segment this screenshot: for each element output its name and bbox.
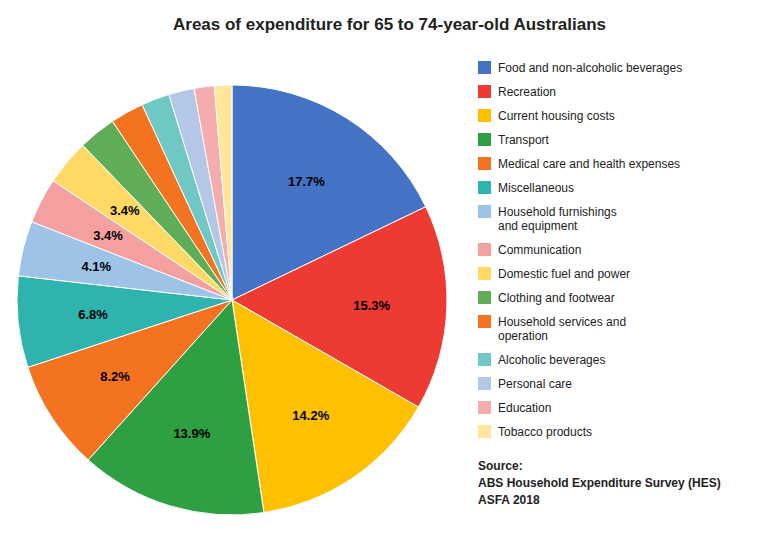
legend-label: Household furnishingsand equipment bbox=[498, 205, 617, 233]
legend-swatch bbox=[478, 157, 491, 170]
data-label: 6.8% bbox=[78, 307, 108, 322]
legend-swatch bbox=[478, 109, 491, 122]
legend-label: Domestic fuel and power bbox=[498, 267, 630, 281]
legend-swatch bbox=[478, 61, 491, 74]
legend-swatch bbox=[478, 401, 491, 414]
legend-label: Transport bbox=[498, 133, 550, 147]
legend-swatch bbox=[478, 377, 491, 390]
data-label: 15.3% bbox=[353, 298, 390, 313]
legend: Food and non-alcoholic beverages Recreati… bbox=[478, 61, 682, 439]
legend-swatch bbox=[478, 85, 491, 98]
legend-swatch bbox=[478, 181, 491, 194]
data-labels: 17.7% 15.3% 14.2% 13.9% 8.2% 6.8% 4.1% 3.4% 3.4% bbox=[78, 174, 390, 441]
pie-slice bbox=[232, 300, 418, 513]
legend-swatch bbox=[478, 425, 491, 438]
data-label: 4.1% bbox=[82, 259, 112, 274]
legend-swatch bbox=[478, 267, 491, 280]
legend-label: Clothing and footwear bbox=[498, 291, 615, 305]
chart-container: Areas of expenditure for 65 to 74-year-o… bbox=[0, 0, 779, 558]
pie-slices bbox=[17, 85, 447, 515]
legend-label: Medical care and health expenses bbox=[498, 157, 680, 171]
legend-swatch bbox=[478, 315, 491, 328]
legend-label: Tobacco products bbox=[498, 425, 592, 439]
data-label: 3.4% bbox=[110, 203, 140, 218]
legend-label: Miscellaneous bbox=[498, 181, 574, 195]
legend-label: Food and non-alcoholic beverages bbox=[498, 61, 682, 75]
legend-label: Alcoholic beverages bbox=[498, 353, 605, 367]
chart-title: Areas of expenditure for 65 to 74-year-o… bbox=[173, 15, 606, 34]
legend-swatch bbox=[478, 291, 491, 304]
legend-swatch bbox=[478, 353, 491, 366]
pie-slice bbox=[194, 86, 232, 300]
data-label: 13.9% bbox=[173, 426, 210, 441]
source-note: Source:ABS Household Expenditure Survey … bbox=[478, 459, 721, 507]
legend-swatch bbox=[478, 133, 491, 146]
legend-swatch bbox=[478, 243, 491, 256]
chart-svg: Areas of expenditure for 65 to 74-year-o… bbox=[0, 0, 779, 558]
legend-label: Recreation bbox=[498, 85, 556, 99]
legend-label: Communication bbox=[498, 243, 581, 257]
pie-slice bbox=[214, 85, 232, 300]
legend-label: Household services andoperation bbox=[498, 315, 626, 343]
data-label: 3.4% bbox=[93, 228, 123, 243]
legend-label: Education bbox=[498, 401, 551, 415]
legend-label: Current housing costs bbox=[498, 109, 615, 123]
data-label: 14.2% bbox=[292, 408, 329, 423]
data-label: 17.7% bbox=[288, 174, 325, 189]
data-label: 8.2% bbox=[100, 369, 130, 384]
legend-label: Personal care bbox=[498, 377, 572, 391]
legend-swatch bbox=[478, 205, 491, 218]
